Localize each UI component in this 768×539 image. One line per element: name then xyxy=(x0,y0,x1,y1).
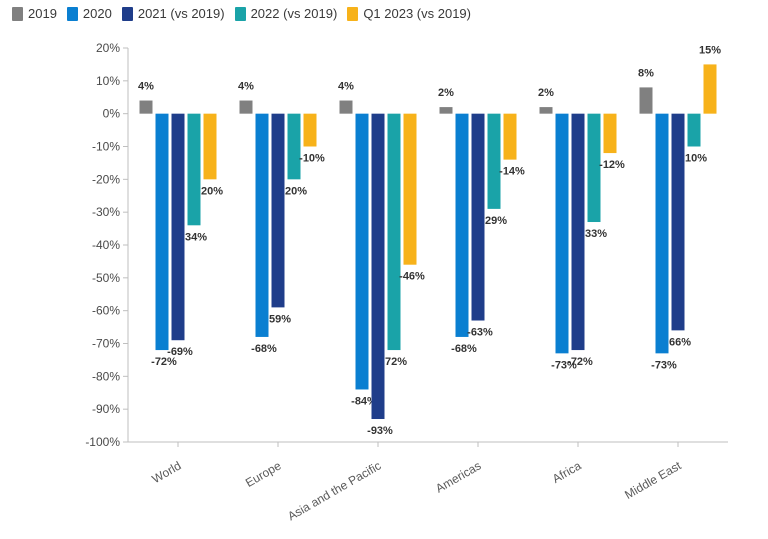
bar[interactable] xyxy=(555,113,569,354)
y-tick-label: -50% xyxy=(92,271,120,285)
legend-swatch xyxy=(234,6,246,21)
data-label: -72% xyxy=(567,356,593,368)
x-tick-label: Europe xyxy=(243,458,284,490)
x-tick-label: Africa xyxy=(550,458,584,486)
data-label: -68% xyxy=(251,343,277,355)
data-label: -84% xyxy=(351,395,377,407)
bar[interactable] xyxy=(603,113,617,154)
data-label: -12% xyxy=(599,159,625,171)
data-label: 4% xyxy=(338,81,354,93)
data-label: -68% xyxy=(451,343,477,355)
x-tick-label: Americas xyxy=(433,458,483,495)
y-tick-label: 0% xyxy=(103,107,121,121)
data-label: -14% xyxy=(499,166,525,178)
bar[interactable] xyxy=(387,113,401,351)
bar[interactable] xyxy=(639,87,653,114)
bar[interactable] xyxy=(203,113,217,180)
y-tick-label: -30% xyxy=(92,205,120,219)
legend-label: Q1 2023 (vs 2019) xyxy=(363,6,471,21)
data-label: 15% xyxy=(699,44,721,56)
legend-swatch xyxy=(66,6,78,21)
x-tick-label: World xyxy=(150,458,184,486)
data-label: 33% xyxy=(585,228,607,240)
y-tick-label: -20% xyxy=(92,172,120,186)
data-label: -46% xyxy=(399,271,425,283)
y-tick-label: -90% xyxy=(92,402,120,416)
bar[interactable] xyxy=(455,113,469,337)
data-label: -73% xyxy=(651,359,677,371)
bar[interactable] xyxy=(487,113,501,209)
data-label: 8% xyxy=(638,67,654,79)
legend-item-2019[interactable]: 2019 xyxy=(12,6,57,21)
legend-item-2020[interactable]: 2020 xyxy=(66,6,112,21)
data-label: 2% xyxy=(438,87,454,99)
bar[interactable] xyxy=(571,113,585,351)
legend: 2019 2020 2021 (vs 2019) 2022 (vs 2019) … xyxy=(12,6,471,21)
y-tick-label: 10% xyxy=(96,74,120,88)
data-label: -93% xyxy=(367,425,393,437)
y-tick-label: -10% xyxy=(92,140,120,154)
data-label: -69% xyxy=(167,346,193,358)
data-label: 4% xyxy=(138,81,154,93)
y-tick-label: -40% xyxy=(92,238,120,252)
bar[interactable] xyxy=(271,113,285,308)
legend-label: 2019 xyxy=(28,6,57,21)
data-label: -72% xyxy=(151,356,177,368)
bar[interactable] xyxy=(303,113,317,147)
bar[interactable] xyxy=(255,113,269,337)
legend-item-q1-2023[interactable]: Q1 2023 (vs 2019) xyxy=(347,6,471,21)
bar[interactable] xyxy=(403,113,417,265)
y-tick-label: -80% xyxy=(92,369,120,383)
legend-item-2022[interactable]: 2022 (vs 2019) xyxy=(234,6,338,21)
x-tick-label: Asia and the Pacific xyxy=(285,458,383,523)
data-label: 2% xyxy=(538,87,554,99)
bar[interactable] xyxy=(155,113,169,351)
data-label: 20% xyxy=(201,185,223,197)
bar[interactable] xyxy=(139,100,153,114)
y-tick-label: -70% xyxy=(92,337,120,351)
bar[interactable] xyxy=(239,100,253,114)
legend-item-2021[interactable]: 2021 (vs 2019) xyxy=(121,6,225,21)
data-label: -73% xyxy=(551,359,577,371)
bar[interactable] xyxy=(339,100,353,114)
bar[interactable] xyxy=(671,113,685,331)
bar[interactable] xyxy=(503,113,517,160)
data-label: 66% xyxy=(669,336,691,348)
data-label: 10% xyxy=(685,153,707,165)
bar[interactable] xyxy=(287,113,301,180)
legend-label: 2020 xyxy=(82,6,112,21)
bar[interactable] xyxy=(587,113,601,223)
data-label: 34% xyxy=(185,231,207,243)
data-label: -63% xyxy=(467,327,493,339)
legend-swatch xyxy=(347,6,359,21)
bar[interactable] xyxy=(471,113,485,321)
data-label: -10% xyxy=(299,153,325,165)
legend-swatch xyxy=(12,6,23,21)
legend-swatch xyxy=(121,6,133,21)
data-label: 20% xyxy=(285,185,307,197)
bar[interactable] xyxy=(371,113,385,420)
bar[interactable] xyxy=(655,113,669,354)
y-tick-label: -100% xyxy=(85,435,120,449)
y-tick-label: -60% xyxy=(92,304,120,318)
bar[interactable] xyxy=(187,113,201,226)
x-tick-label: Middle East xyxy=(622,458,684,502)
bar[interactable] xyxy=(687,113,701,147)
legend-label: 2022 (vs 2019) xyxy=(250,6,338,21)
bar[interactable] xyxy=(439,107,453,114)
y-tick-label: 20% xyxy=(96,41,120,55)
legend-label: 2021 (vs 2019) xyxy=(137,6,225,21)
bar[interactable] xyxy=(703,64,717,114)
data-label: 72% xyxy=(385,356,407,368)
bar[interactable] xyxy=(355,113,369,390)
bar[interactable] xyxy=(539,107,553,114)
bar[interactable] xyxy=(171,113,185,341)
data-label: 4% xyxy=(238,81,254,93)
data-label: 29% xyxy=(485,215,507,227)
data-label: 59% xyxy=(269,313,291,325)
